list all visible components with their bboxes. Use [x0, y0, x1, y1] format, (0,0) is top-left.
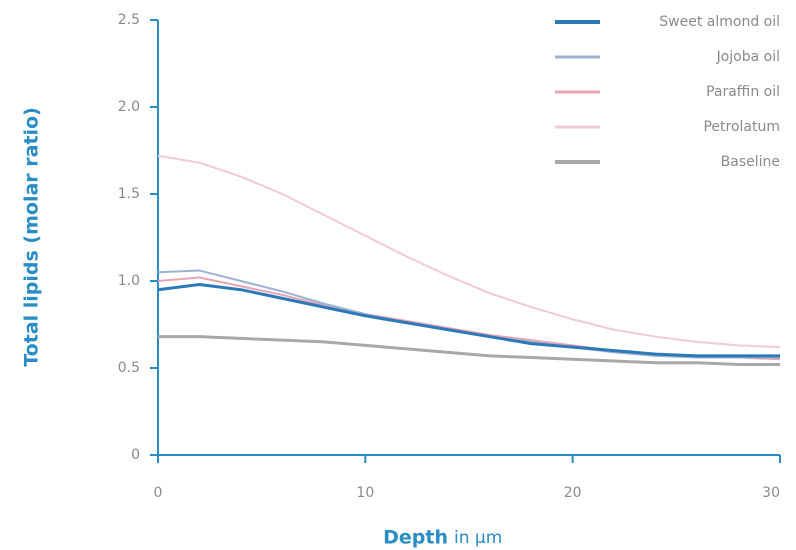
- y-axis-label: Total lipids (molar ratio): [21, 107, 43, 367]
- y-tick-label: 2.5: [118, 12, 140, 28]
- legend-label: Petrolatum: [703, 119, 780, 135]
- x-tick-label: 10: [356, 485, 374, 501]
- x-tick-label: 30: [762, 485, 780, 501]
- legend-label: Baseline: [721, 154, 780, 170]
- x-axis-label: Depth: [383, 527, 448, 549]
- x-axis-unit: in µm: [454, 528, 502, 548]
- legend-label: Sweet almond oil: [659, 14, 780, 30]
- series-line: [158, 335, 780, 367]
- series-line: [157, 276, 781, 361]
- legend-label: Jojoba oil: [716, 49, 780, 65]
- x-tick-label: 0: [154, 485, 163, 501]
- y-tick-label: 1.0: [118, 273, 140, 289]
- series-line: [157, 282, 780, 358]
- series-line: [157, 154, 781, 349]
- x-tick-label: 20: [564, 485, 582, 501]
- y-tick-label: 2.0: [118, 99, 140, 115]
- y-tick-label: 1.5: [118, 186, 140, 202]
- y-tick-label: 0.5: [118, 360, 140, 376]
- y-tick-label: 0: [131, 447, 140, 463]
- legend-label: Paraffin oil: [706, 84, 780, 100]
